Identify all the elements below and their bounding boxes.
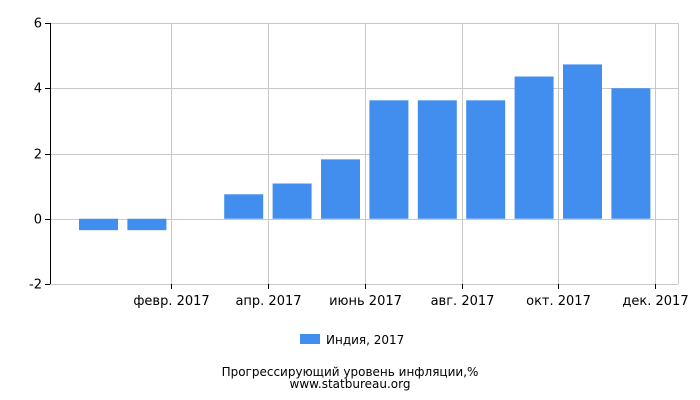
y-tick-label: 2: [34, 148, 42, 163]
chart-title: Прогрессирующий уровень инфляции,%: [222, 365, 479, 379]
x-tick-label: дек. 2017: [622, 294, 688, 309]
x-tick-label: апр. 2017: [235, 294, 301, 309]
y-tick-label: 4: [34, 82, 42, 97]
bars: [79, 64, 651, 231]
bar: [79, 218, 118, 231]
bar: [224, 194, 264, 219]
bar: [563, 64, 602, 219]
bar: [611, 88, 651, 219]
x-tick-label: авг. 2017: [431, 294, 495, 309]
legend: Индия, 2017: [300, 333, 404, 347]
source-url: www.statbureau.org: [290, 377, 411, 391]
axes: [45, 23, 656, 289]
y-tick-label: 6: [34, 17, 42, 32]
bar: [272, 183, 312, 219]
bar: [466, 100, 506, 219]
x-tick-label: февр. 2017: [133, 294, 209, 309]
y-tick-label: 0: [34, 213, 42, 228]
bar: [127, 218, 167, 231]
y-tick-labels: -2 0 2 4 6: [29, 17, 42, 293]
bar: [417, 100, 457, 219]
x-tick-label: окт. 2017: [526, 294, 591, 309]
bar: [321, 159, 360, 219]
legend-swatch: [300, 334, 320, 344]
y-tick-label: -2: [29, 278, 42, 293]
bar: [369, 100, 409, 219]
x-tick-label: июнь 2017: [329, 294, 402, 309]
x-tick-labels: февр. 2017 апр. 2017 июнь 2017 авг. 2017 окт…: [133, 294, 688, 309]
bar: [514, 76, 554, 219]
legend-label: Индия, 2017: [326, 333, 404, 347]
